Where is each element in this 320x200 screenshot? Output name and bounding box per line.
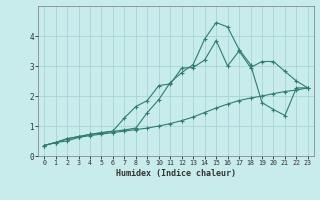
X-axis label: Humidex (Indice chaleur): Humidex (Indice chaleur) [116,169,236,178]
